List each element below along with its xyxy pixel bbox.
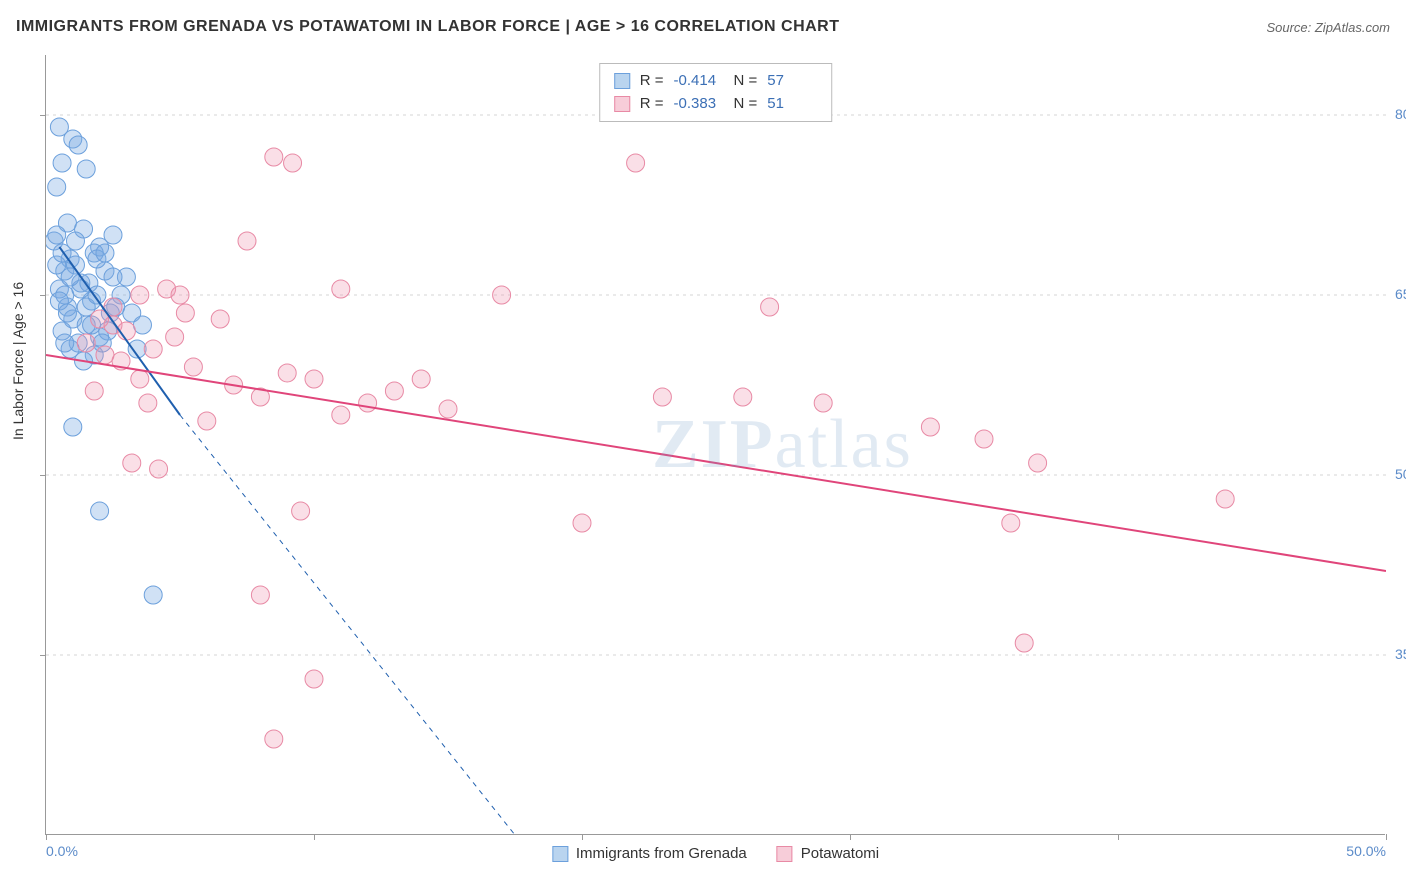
data-point xyxy=(48,226,66,244)
y-tick-label: 35.0% xyxy=(1395,646,1406,662)
data-point xyxy=(133,316,151,334)
y-axis-label: In Labor Force | Age > 16 xyxy=(10,282,26,440)
data-point xyxy=(292,502,310,520)
data-point xyxy=(150,460,168,478)
data-point xyxy=(85,382,103,400)
y-tick-label: 50.0% xyxy=(1395,466,1406,482)
data-point xyxy=(385,382,403,400)
x-tick-label: 0.0% xyxy=(46,843,78,859)
legend-swatch-grenada xyxy=(552,846,568,862)
data-point xyxy=(814,394,832,412)
data-point xyxy=(96,346,114,364)
r-value-grenada: -0.414 xyxy=(674,70,724,93)
data-point xyxy=(359,394,377,412)
series-legend: Immigrants from Grenada Potawatomi xyxy=(552,845,879,862)
data-point xyxy=(69,136,87,154)
data-point xyxy=(921,418,939,436)
data-point xyxy=(56,334,74,352)
regression-line-dashed xyxy=(180,415,515,835)
data-point xyxy=(123,454,141,472)
data-point xyxy=(171,286,189,304)
data-point xyxy=(1015,634,1033,652)
data-point xyxy=(493,286,511,304)
title-bar: IMMIGRANTS FROM GRENADA VS POTAWATOMI IN… xyxy=(16,18,1390,36)
data-point xyxy=(88,286,106,304)
data-point xyxy=(131,370,149,388)
source-attribution: Source: ZipAtlas.com xyxy=(1266,20,1390,35)
n-value-grenada: 57 xyxy=(767,70,817,93)
data-point xyxy=(144,586,162,604)
data-point xyxy=(104,268,122,286)
data-point xyxy=(1029,454,1047,472)
data-point xyxy=(48,178,66,196)
data-point xyxy=(198,412,216,430)
data-point xyxy=(77,160,95,178)
data-point xyxy=(96,244,114,262)
data-point xyxy=(58,304,76,322)
data-point xyxy=(332,406,350,424)
swatch-grenada xyxy=(614,73,630,89)
data-point xyxy=(176,304,194,322)
data-point xyxy=(139,394,157,412)
data-point xyxy=(332,280,350,298)
data-point xyxy=(265,730,283,748)
legend-item-grenada: Immigrants from Grenada xyxy=(552,845,747,862)
regression-line xyxy=(46,355,1386,571)
scatter-svg xyxy=(46,55,1386,835)
data-point xyxy=(53,154,71,172)
data-point xyxy=(1216,490,1234,508)
data-point xyxy=(131,286,149,304)
legend-label-potawatomi: Potawatomi xyxy=(801,845,879,862)
data-point xyxy=(627,154,645,172)
data-point xyxy=(761,298,779,316)
data-point xyxy=(305,670,323,688)
swatch-potawatomi xyxy=(614,96,630,112)
data-point xyxy=(265,148,283,166)
stats-row-grenada: R = -0.414 N = 57 xyxy=(614,70,818,93)
data-point xyxy=(238,232,256,250)
data-point xyxy=(284,154,302,172)
x-tick-label: 50.0% xyxy=(1346,843,1386,859)
stats-row-potawatomi: R = -0.383 N = 51 xyxy=(614,93,818,116)
chart-plot-area: R = -0.414 N = 57 R = -0.383 N = 51 ZIPa… xyxy=(45,55,1385,835)
data-point xyxy=(975,430,993,448)
data-point xyxy=(734,388,752,406)
legend-label-grenada: Immigrants from Grenada xyxy=(576,845,747,862)
correlation-stats-legend: R = -0.414 N = 57 R = -0.383 N = 51 xyxy=(599,63,833,122)
n-value-potawatomi: 51 xyxy=(767,93,817,116)
data-point xyxy=(305,370,323,388)
chart-title: IMMIGRANTS FROM GRENADA VS POTAWATOMI IN… xyxy=(16,18,840,36)
data-point xyxy=(64,418,82,436)
legend-item-potawatomi: Potawatomi xyxy=(777,845,879,862)
data-point xyxy=(653,388,671,406)
legend-swatch-potawatomi xyxy=(777,846,793,862)
data-point xyxy=(91,502,109,520)
data-point xyxy=(278,364,296,382)
data-point xyxy=(144,340,162,358)
data-point xyxy=(166,328,184,346)
data-point xyxy=(439,400,457,418)
y-tick-label: 65.0% xyxy=(1395,286,1406,302)
y-tick-label: 80.0% xyxy=(1395,106,1406,122)
data-point xyxy=(211,310,229,328)
data-point xyxy=(573,514,591,532)
data-point xyxy=(251,586,269,604)
data-point xyxy=(412,370,430,388)
r-value-potawatomi: -0.383 xyxy=(674,93,724,116)
data-point xyxy=(184,358,202,376)
data-point xyxy=(77,334,95,352)
data-point xyxy=(1002,514,1020,532)
